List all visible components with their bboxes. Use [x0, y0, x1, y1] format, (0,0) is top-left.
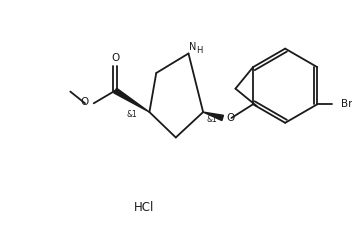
Text: N: N — [189, 42, 196, 52]
Text: Br: Br — [341, 99, 352, 109]
Polygon shape — [114, 88, 149, 112]
Text: &1: &1 — [206, 116, 217, 125]
Polygon shape — [203, 112, 224, 121]
Text: O: O — [226, 113, 234, 123]
Text: &1: &1 — [127, 109, 138, 119]
Text: O: O — [81, 97, 89, 107]
Text: HCl: HCl — [134, 201, 155, 214]
Text: O: O — [111, 53, 119, 63]
Text: H: H — [196, 46, 202, 55]
